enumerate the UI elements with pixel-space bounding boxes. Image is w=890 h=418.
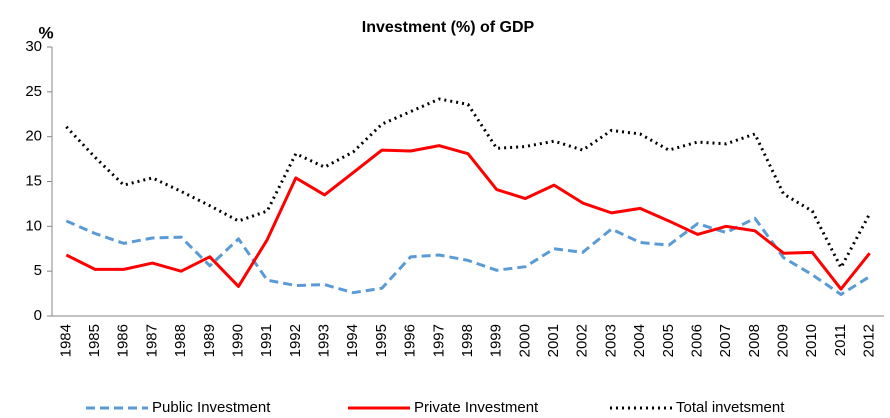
x-tick-label: 1997 [430, 324, 447, 357]
x-tick-label: 1986 [115, 324, 132, 357]
y-tick-label: 15 [25, 172, 42, 189]
y-axis-label: % [38, 23, 53, 42]
x-tick-label: 2011 [832, 324, 849, 356]
x-tick-label: 1993 [316, 324, 333, 357]
x-tick-label: 1996 [402, 324, 419, 357]
x-tick-label: 1987 [143, 324, 160, 357]
legend-label: Total invetsment [676, 399, 785, 416]
y-tick-label: 25 [25, 83, 42, 100]
x-tick-label: 2010 [803, 324, 820, 357]
x-tick-label: 1984 [57, 324, 74, 357]
series-line [65, 97, 871, 270]
x-tick-label: 1989 [201, 324, 218, 357]
y-tick-label: 0 [34, 307, 42, 324]
x-tick-label: 2007 [717, 324, 734, 357]
x-tick-label: 2003 [602, 324, 619, 357]
x-tick-label: 2012 [861, 324, 878, 357]
legend-label: Private Investment [414, 399, 539, 416]
x-tick-label: 1995 [373, 324, 390, 357]
x-tick-label: 1992 [287, 324, 304, 357]
legend-label: Public Investment [152, 399, 271, 416]
x-tick-label: 1998 [459, 324, 476, 357]
chart-title: Investment (%) of GDP [362, 19, 535, 36]
y-tick-label: 10 [25, 217, 42, 234]
x-tick-label: 1988 [172, 324, 189, 357]
x-tick-label: 2002 [574, 324, 591, 357]
series-line [65, 144, 871, 291]
x-tick-label: 1994 [344, 324, 361, 357]
x-tick-label: 2009 [775, 324, 792, 357]
y-tick-label: 20 [25, 128, 42, 145]
x-tick-label: 1991 [258, 324, 275, 357]
y-tick-label: 5 [34, 262, 42, 279]
x-tick-label: 2000 [516, 324, 533, 357]
x-tick-label: 1985 [86, 324, 103, 357]
x-tick-label: 2004 [631, 324, 648, 357]
x-tick-label: 2001 [545, 324, 562, 357]
x-tick-label: 2005 [660, 324, 677, 357]
x-tick-label: 1999 [488, 324, 505, 357]
x-tick-label: 2008 [746, 324, 763, 357]
x-tick-label: 1990 [229, 324, 246, 357]
x-tick-label: 2006 [688, 324, 705, 357]
y-tick-label: 30 [25, 38, 42, 55]
